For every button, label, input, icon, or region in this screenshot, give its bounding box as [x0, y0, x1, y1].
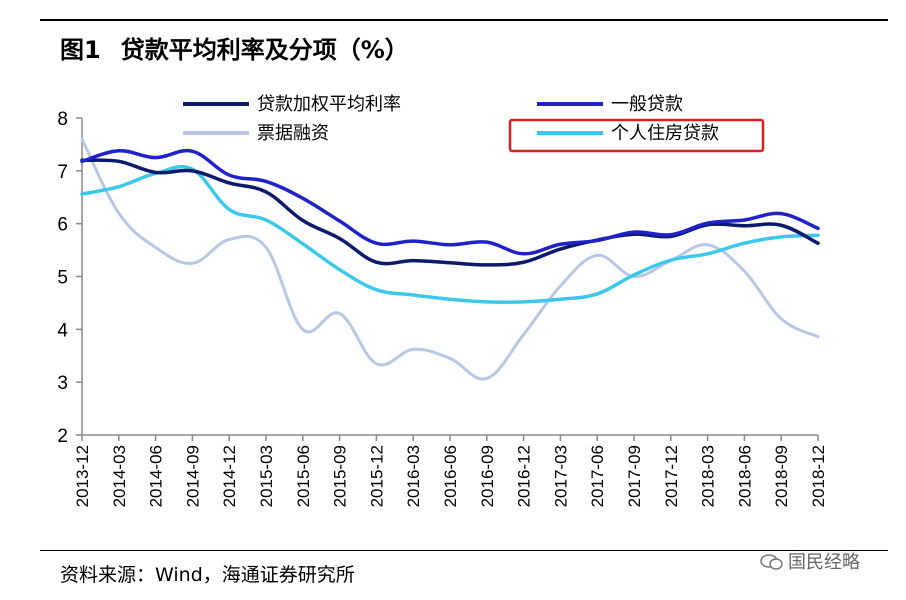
source-note: 资料来源：Wind，海通证券研究所	[60, 564, 355, 586]
y-tick-label: 4	[57, 320, 68, 341]
x-tick-label: 2014-03	[110, 445, 129, 507]
x-tick-label: 2016-03	[404, 445, 423, 507]
x-tick-label: 2016-06	[441, 445, 460, 507]
figure-number: 图1	[60, 36, 101, 64]
legend-label-general: 一般贷款	[611, 94, 683, 115]
x-tick-label: 2015-12	[367, 445, 386, 507]
series-line-weighted	[80, 158, 820, 267]
top-rule	[40, 19, 888, 21]
y-tick-label: 7	[57, 162, 68, 183]
y-tick-label: 8	[57, 109, 68, 130]
x-tick-label: 2015-03	[257, 445, 276, 507]
watermark: 国民经略	[760, 548, 860, 574]
y-tick-label: 5	[57, 268, 68, 289]
x-tick-label: 2017-06	[588, 445, 607, 507]
x-tick-label: 2015-09	[331, 445, 350, 507]
watermark-text: 国民经略	[788, 552, 860, 573]
x-tick-label: 2013-12	[73, 445, 92, 507]
x-tick-label: 2016-12	[515, 445, 534, 507]
x-tick-label: 2014-06	[147, 445, 166, 507]
wechat-icon	[760, 554, 783, 570]
legend-label-housing: 个人住房贷款	[611, 123, 719, 144]
y-tick-label: 3	[57, 373, 68, 394]
figure-title-text: 贷款平均利率及分项（%）	[120, 36, 409, 64]
x-tick-label: 2017-12	[662, 445, 681, 507]
x-tick-label: 2016-09	[478, 445, 497, 507]
legend-label-bills: 票据融资	[257, 123, 329, 144]
x-tick-label: 2014-09	[183, 445, 202, 507]
legend-label-weighted: 贷款加权平均利率	[257, 94, 401, 115]
x-tick-label: 2018-12	[809, 445, 828, 507]
y-tick-label: 2	[57, 426, 68, 447]
x-tick-label: 2017-09	[625, 445, 644, 507]
y-tick-label: 6	[57, 215, 68, 236]
x-tick-label: 2018-09	[772, 445, 791, 507]
series-line-bills	[80, 137, 820, 381]
x-tick-label: 2015-06	[294, 445, 313, 507]
x-tick-label: 2017-03	[551, 445, 570, 507]
bottom-rule	[40, 550, 888, 551]
legend-highlight-box	[508, 118, 765, 153]
series-line-housing	[80, 164, 820, 304]
x-tick-label: 2018-06	[735, 445, 754, 507]
x-tick-label: 2018-03	[699, 445, 718, 507]
series-line-general	[80, 148, 820, 256]
x-tick-label: 2014-12	[220, 445, 239, 507]
figure-title: 图1 贷款平均利率及分项（%）	[60, 30, 409, 65]
